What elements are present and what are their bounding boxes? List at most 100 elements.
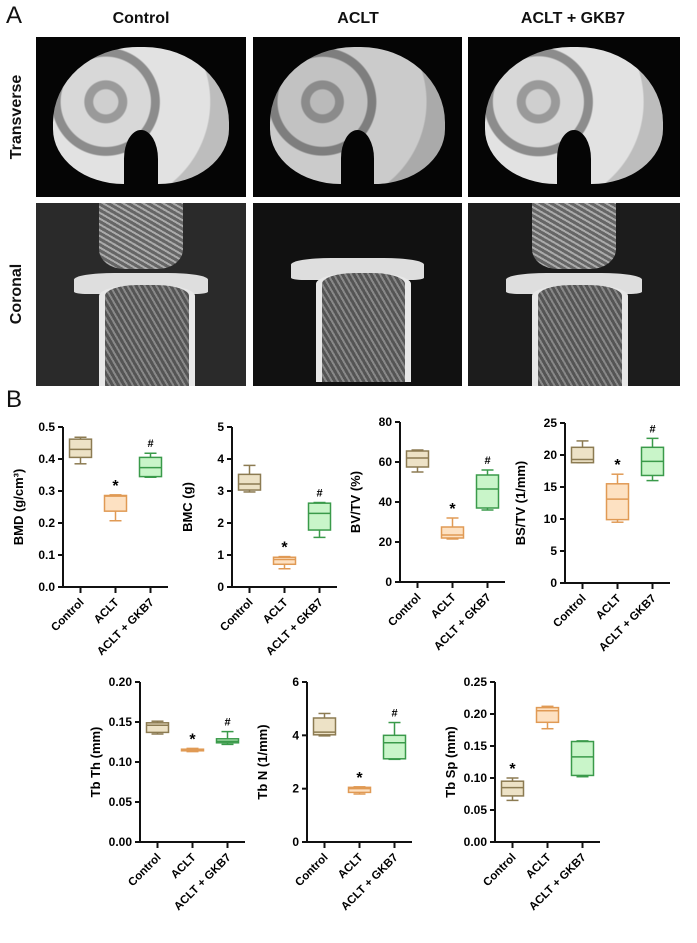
y-axis-label: Tb N (1/mm) [255,724,270,799]
y-axis-label: BMD (g/cm³) [11,469,26,546]
y-tick-label: 60 [379,455,393,469]
significance-marker: * [449,501,456,518]
y-axis-label: BMC (g) [180,482,195,532]
x-tick-label: Control [551,593,588,630]
chart-bv-tv: 0 20 40 60 80 BV/TV (%) Control ACLT * ACLT + GKB… [345,392,520,653]
microct-coronal-aclt [253,203,462,386]
y-tick-label: 25 [544,416,558,430]
box-plot-svg: 0.0 0.1 0.2 0.3 0.4 0.5 BMD (g/cm³) Control ACLT… [11,420,168,658]
chart-tb-n: 0 2 4 6 Tb N (1/mm) Control ACLT * ACLT + GKB7 # [252,652,427,913]
y-tick-label: 0.25 [464,675,488,689]
y-tick-label: 80 [379,415,393,429]
box-control [312,717,337,736]
y-tick-label: 0.10 [464,771,488,785]
y-tick-label: 15 [544,480,558,494]
box-control [500,780,525,797]
y-axis-label: Tb Th (mm) [88,727,103,798]
y-tick-label: 3 [217,484,224,498]
x-tick-label: ACLT [594,593,624,623]
y-tick-label: 0.05 [109,795,133,809]
column-title-aclt: ACLT [337,10,379,27]
y-tick-label: 0.20 [109,675,133,689]
y-tick-label: 0.00 [464,835,488,849]
box-aclt-gkb7 [570,740,595,777]
box-control [570,446,595,464]
box-aclt [535,706,560,724]
y-tick-label: 0.5 [38,420,55,434]
box-aclt-gkb7 [307,502,332,531]
significance-marker: # [316,488,322,500]
row-title-transverse: Transverse [8,74,25,160]
box-plot-svg: 0.00 0.05 0.10 0.15 0.20 0.25 Tb Sp (mm) Contro… [443,675,600,913]
x-tick-label: ACLT [169,852,199,882]
y-tick-label: 0 [385,575,392,589]
y-tick-label: 5 [550,544,557,558]
box-plot-svg: 0.00 0.05 0.10 0.15 0.20 Tb Th (mm) Control ACL… [88,675,245,913]
y-tick-label: 0 [217,580,224,594]
chart-tb-sp: 0.00 0.05 0.10 0.15 0.20 0.25 Tb Sp (mm) Contro… [440,652,615,913]
microct-coronal-aclt-gkb7 [468,203,680,386]
y-tick-label: 20 [544,448,558,462]
y-tick-label: 0.15 [464,739,488,753]
y-tick-label: 0.00 [109,835,133,849]
microct-transverse-control [36,37,246,197]
significance-marker: # [224,717,230,729]
box-aclt-gkb7 [382,734,407,760]
box-control [237,473,262,491]
panel-b-letter: B [6,386,23,413]
x-tick-label: Control [386,592,423,629]
y-tick-label: 6 [292,675,299,689]
box-aclt [272,556,297,566]
box-aclt [605,483,630,521]
microct-transverse-aclt [253,37,462,197]
x-tick-label: Control [126,852,163,889]
x-tick-label: Control [293,852,330,889]
y-tick-label: 40 [379,495,393,509]
box-aclt [440,526,465,539]
y-tick-label: 0.20 [464,707,488,721]
significance-marker: # [147,438,153,450]
significance-marker: * [509,761,516,778]
x-tick-label: ACLT [261,597,291,627]
y-tick-label: 5 [217,420,224,434]
box-aclt-gkb7 [475,474,500,509]
x-tick-label: ACLT [92,597,122,627]
chart-bmc: 0 1 2 3 4 5 BMC (g) Control ACLT * ACLT + GKB7 # [177,397,352,658]
y-tick-label: 0.1 [38,548,55,562]
column-title-control: Control [112,10,170,27]
chart-bmd: 0.0 0.1 0.2 0.3 0.4 0.5 BMD (g/cm³) Control ACLT… [8,397,183,658]
chart-bs-tv: 0 5 10 15 20 25 BS/TV (1/mm) Control ACLT * ACLT +… [510,393,685,654]
y-tick-label: 20 [379,535,393,549]
y-tick-label: 10 [544,512,558,526]
microct-transverse-aclt-gkb7 [468,37,680,197]
x-tick-label: ACLT [336,852,366,882]
x-tick-label: ACLT [524,852,554,882]
y-tick-label: 0.4 [38,452,55,466]
microct-coronal-control [36,203,246,386]
y-tick-label: 2 [292,782,299,796]
y-tick-label: 0.2 [38,516,55,530]
significance-marker: * [356,770,363,787]
significance-marker: * [189,731,196,748]
significance-marker: * [112,478,119,495]
y-tick-label: 0.3 [38,484,55,498]
significance-marker: * [281,540,288,557]
y-tick-label: 4 [292,728,299,742]
x-tick-label: ACLT [429,592,459,622]
box-aclt [347,786,372,794]
chart-tb-th: 0.00 0.05 0.10 0.15 0.20 Tb Th (mm) Control ACL… [85,652,260,913]
y-axis-label: BS/TV (1/mm) [513,461,528,546]
y-tick-label: 4 [217,452,224,466]
significance-marker: # [649,423,655,435]
box-control [405,450,430,468]
y-axis-label: BV/TV (%) [348,471,363,533]
y-tick-label: 1 [217,548,224,562]
y-tick-label: 0 [550,576,557,590]
x-tick-label: Control [481,852,518,889]
x-tick-label: Control [218,597,255,634]
y-tick-label: 0.15 [109,715,133,729]
